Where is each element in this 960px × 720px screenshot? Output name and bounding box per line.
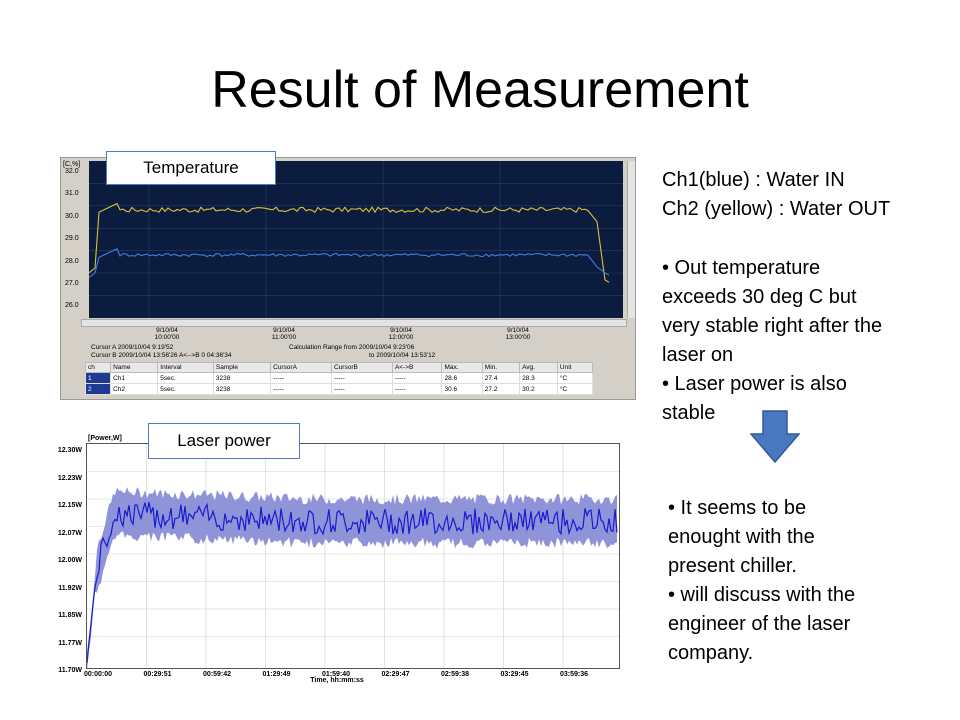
table-header-cell: Unit: [556, 362, 594, 373]
temperature-y-tick: 28.0: [65, 257, 79, 265]
table-cell: -----: [391, 383, 443, 395]
table-cell: 27.2: [481, 383, 521, 395]
laser-x-tick: 02:29:47: [381, 671, 410, 678]
temperature-plot-area: [88, 161, 623, 318]
temperature-tag: Temperature: [106, 151, 276, 185]
table-cell: 3238: [212, 383, 272, 395]
laser-x-tick: 01:29:49: [262, 671, 291, 678]
laser-y-tick: 11.92W: [58, 584, 82, 592]
calc-range-to: to 2009/10/04 13:53'12: [369, 352, 436, 359]
temperature-y-unit: [C,%]: [63, 161, 81, 168]
temperature-y-tick: 30.0: [65, 212, 79, 220]
table-cell: -----: [270, 372, 332, 384]
cursor-a-readout: Cursor A 2009/10/04 9:19'52: [91, 344, 174, 351]
laser-y-tick: 12.00W: [57, 557, 82, 564]
laser-x-tick: 03:29:45: [500, 671, 529, 678]
laser-y-tick: 11.70W: [58, 667, 82, 674]
table-header-cell: Sample: [212, 362, 272, 373]
table-cell: 28.6: [441, 372, 483, 384]
temperature-x-tick: 9/10/04 10:00'00: [154, 327, 180, 341]
laser-x-axis-label: Time, hh:mm:ss: [310, 677, 364, 684]
table-header-cell: ch: [84, 362, 112, 373]
table-cell: -----: [270, 383, 332, 395]
horizontal-scrollbar[interactable]: [81, 319, 627, 327]
laser-plot: [86, 444, 619, 671]
laser-y-tick: 12.30W: [57, 447, 82, 454]
table-header-cell: CursorA: [270, 362, 332, 373]
laser-x-tick: 03:59:36: [559, 671, 589, 678]
table-header-cell: Min.: [481, 362, 521, 373]
laser-x-tick: 00:59:42: [202, 671, 232, 678]
laser-power-chart-screenshot: [Power,W] 12.30W 12.23W 12.15W 12.07W 12.00W…: [52, 427, 622, 685]
laser-y-tick: 11.85W: [58, 612, 82, 619]
channel-legend-note: Ch1(blue) : Water IN Ch2 (yellow) : Wate…: [662, 169, 891, 220]
table-header-cell: CursorB: [331, 362, 393, 373]
channel-table: ch Name Interval Sample CursorA CursorB A<->B M…: [84, 362, 594, 395]
vertical-scrollbar[interactable]: [627, 161, 635, 318]
temperature-x-tick: 9/10/04 11:00'00: [271, 327, 297, 341]
observations-note: • Out temperature exceeds 30 deg C but v…: [662, 257, 883, 424]
temperature-plot: [88, 161, 623, 318]
table-cell: -----: [391, 372, 443, 384]
table-cell: 1: [84, 372, 112, 384]
table-cell: 28.3: [519, 372, 558, 384]
temperature-y-tick: 26.0: [65, 302, 79, 310]
series-ch1-line: [88, 248, 610, 279]
laser-y-tick: 12.15W: [57, 502, 82, 509]
channel-table-header: ch Name Interval Sample CursorA CursorB A<->B M…: [84, 362, 594, 373]
table-header-cell: Interval: [157, 362, 214, 373]
table-cell: 27.4: [481, 372, 521, 384]
table-row[interactable]: 2 Ch2 5sec. 3238 ----- ----- ----- 30.6 27.2 30.2…: [84, 383, 594, 395]
laser-x-tick: 01:59:40: [321, 671, 351, 678]
laser-x-tick: 00:00:00: [83, 671, 113, 678]
table-header-cell: Avg.: [519, 362, 558, 373]
table-cell: Ch2: [110, 383, 159, 395]
table-cell: -----: [331, 372, 393, 384]
series-ch2-line: [88, 202, 610, 283]
laser-power-line: [86, 501, 618, 663]
table-header-cell: Name: [110, 362, 159, 373]
laser-y-tick: 11.77W: [58, 639, 82, 647]
table-cell: 5sec.: [157, 383, 214, 395]
table-cell: 5sec.: [157, 372, 214, 384]
laser-plot-area: [86, 443, 620, 671]
cursor-b-readout: Cursor B 2009/10/04 13:56'26 A<-->B 0 04…: [91, 352, 232, 359]
temperature-x-tick: 9/10/04 12:00'00: [388, 327, 414, 341]
table-cell: 3238: [212, 372, 272, 384]
laser-x-tick: 02:59:38: [440, 671, 470, 678]
table-header-cell: A<->B: [391, 362, 443, 373]
conclusion-note: • It seems to be enought with the presen…: [668, 497, 856, 664]
table-cell: 30.2: [519, 383, 558, 395]
table-cell: °C: [556, 372, 594, 384]
table-row[interactable]: 1 Ch1 5sec. 3238 ----- ----- ----- 28.6 27.4 28.3…: [84, 372, 594, 384]
laser-power-tag: Laser power: [148, 423, 300, 459]
temperature-y-tick: 31.0: [65, 190, 79, 198]
table-header-cell: Max.: [441, 362, 483, 373]
down-arrow-icon: [750, 410, 800, 464]
temperature-chart-screenshot: [C,%] 32.0 31.0 30.0 29.0 28.0 27.0 26.0 9/10/…: [60, 157, 636, 400]
table-cell: 30.6: [441, 383, 483, 395]
laser-y-unit: [Power,W]: [88, 435, 122, 442]
slide-title: Result of Measurement: [211, 61, 749, 119]
table-cell: Ch1: [110, 372, 159, 384]
table-cell: °C: [556, 383, 594, 395]
laser-power-range-band: [87, 487, 617, 671]
temperature-y-tick: 29.0: [65, 235, 79, 243]
table-cell: -----: [331, 383, 393, 395]
laser-x-tick: 00:29:51: [143, 671, 172, 678]
calc-range-from: Calculation Range from 2009/10/04 9:23'0…: [289, 344, 415, 351]
laser-y-tick: 12.07W: [57, 529, 82, 537]
temperature-y-tick: 27.0: [65, 280, 79, 287]
temperature-y-tick: 32.0: [65, 168, 79, 175]
temperature-x-tick: 9/10/04 13:00'00: [505, 327, 531, 341]
laser-y-tick: 12.23W: [57, 474, 82, 482]
table-cell: 2: [84, 383, 112, 395]
